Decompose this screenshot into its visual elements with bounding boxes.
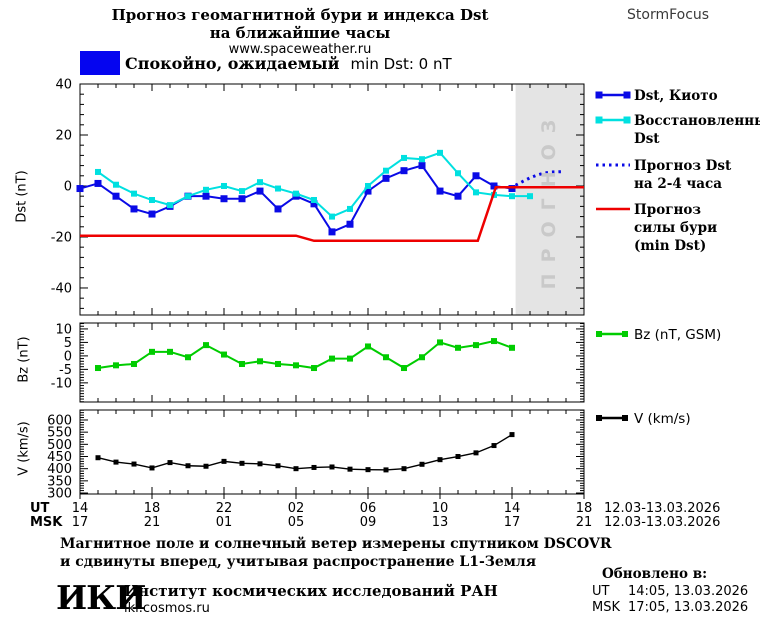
svg-text:-20: -20 (51, 231, 72, 246)
svg-text:450: 450 (47, 450, 72, 465)
svg-text:0: 0 (64, 349, 72, 364)
ut-row-label: UT (30, 501, 50, 516)
status-color-swatch (80, 51, 120, 75)
legend-storm-strength: Прогноз силы бури (min Dst) (634, 202, 718, 254)
updated-title: Обновлено в: (602, 566, 708, 582)
svg-text:10: 10 (432, 501, 449, 516)
status-text: Спокойно, ожидаемый min Dst: 0 nT (125, 54, 452, 73)
caption-line-1: Магнитное поле и солнечный ветер измерен… (60, 536, 612, 552)
institute-name: Институт космических исследований РАН (124, 582, 498, 600)
svg-text:350: 350 (47, 474, 72, 489)
svg-text:13: 13 (432, 515, 449, 530)
page-subtitle: на ближайшие часы (209, 24, 391, 42)
updated-ut-row: UT 14:05, 13.03.2026 (592, 584, 749, 599)
caption-line-2: и сдвинуты вперед, учитывая распростране… (60, 554, 537, 570)
svg-text:09: 09 (360, 515, 377, 530)
svg-text:10: 10 (55, 322, 72, 337)
svg-text:550: 550 (47, 426, 72, 441)
svg-text:5: 5 (64, 336, 72, 351)
svg-text:40: 40 (55, 78, 72, 93)
dst-axis-title: Dst (nT) (14, 170, 30, 223)
forecast-band-label: ПРОГНОЗ (538, 108, 560, 290)
updated-msk-row: MSK 17:05, 13.03.2026 (592, 600, 749, 615)
svg-text:02: 02 (288, 501, 305, 516)
svg-text:18: 18 (144, 501, 161, 516)
legend-dst-kyoto: Dst, Киото (634, 88, 718, 104)
svg-text:05: 05 (288, 515, 305, 530)
legend-v: V (km/s) (634, 411, 691, 427)
svg-text:21: 21 (576, 515, 593, 530)
svg-text:17: 17 (504, 515, 521, 530)
legend-swatch (596, 415, 628, 421)
svg-text:18: 18 (576, 501, 593, 516)
svg-text:06: 06 (360, 501, 377, 516)
svg-text:600: 600 (47, 414, 72, 429)
bz-axis-title: Bz (nT) (16, 336, 32, 383)
website-link[interactable]: www.spaceweather.ru (228, 42, 372, 57)
svg-text:14: 14 (504, 501, 521, 516)
svg-text:300: 300 (47, 487, 72, 502)
legend-forecast-dst: Прогноз Dst на 2-4 часа (634, 158, 732, 192)
status-text-latin: min Dst: 0 nT (350, 55, 452, 73)
page-title: Прогноз геомагнитной бури и индекса Dst (111, 6, 489, 24)
svg-text:01: 01 (216, 515, 233, 530)
legend-swatch (596, 331, 628, 337)
svg-text:14: 14 (72, 501, 89, 516)
msk-row-label: MSK (30, 515, 63, 530)
legend-restored-dst: Восстановленный Dst (634, 113, 760, 147)
v-axis-title: V (km/s) (16, 421, 32, 476)
svg-text:500: 500 (47, 438, 72, 453)
msk-date-range: 12.03-13.03.2026 (604, 515, 721, 530)
iki-logo: ИКИ (56, 578, 146, 617)
svg-text:-10: -10 (51, 376, 72, 391)
svg-text:17: 17 (72, 515, 89, 530)
svg-text:400: 400 (47, 462, 72, 477)
institute-site-link[interactable]: iki.cosmos.ru (124, 601, 210, 616)
svg-text:0: 0 (64, 180, 72, 195)
legend-swatch (595, 116, 631, 124)
svg-text:20: 20 (55, 129, 72, 144)
svg-text:22: 22 (216, 501, 233, 516)
legend-swatch (595, 91, 631, 99)
panel-dst: 40 20 0 -20 -40 (51, 78, 585, 316)
status-text-ru: Спокойно, ожидаемый (125, 54, 340, 73)
legend-bz: Bz (nT, GSM) (634, 327, 722, 343)
ut-date-range: 12.03-13.03.2026 (604, 501, 721, 516)
brand-label: StormFocus (627, 7, 710, 23)
svg-text:-5: -5 (59, 363, 72, 378)
svg-text:-40: -40 (51, 282, 72, 297)
svg-text:21: 21 (144, 515, 161, 530)
